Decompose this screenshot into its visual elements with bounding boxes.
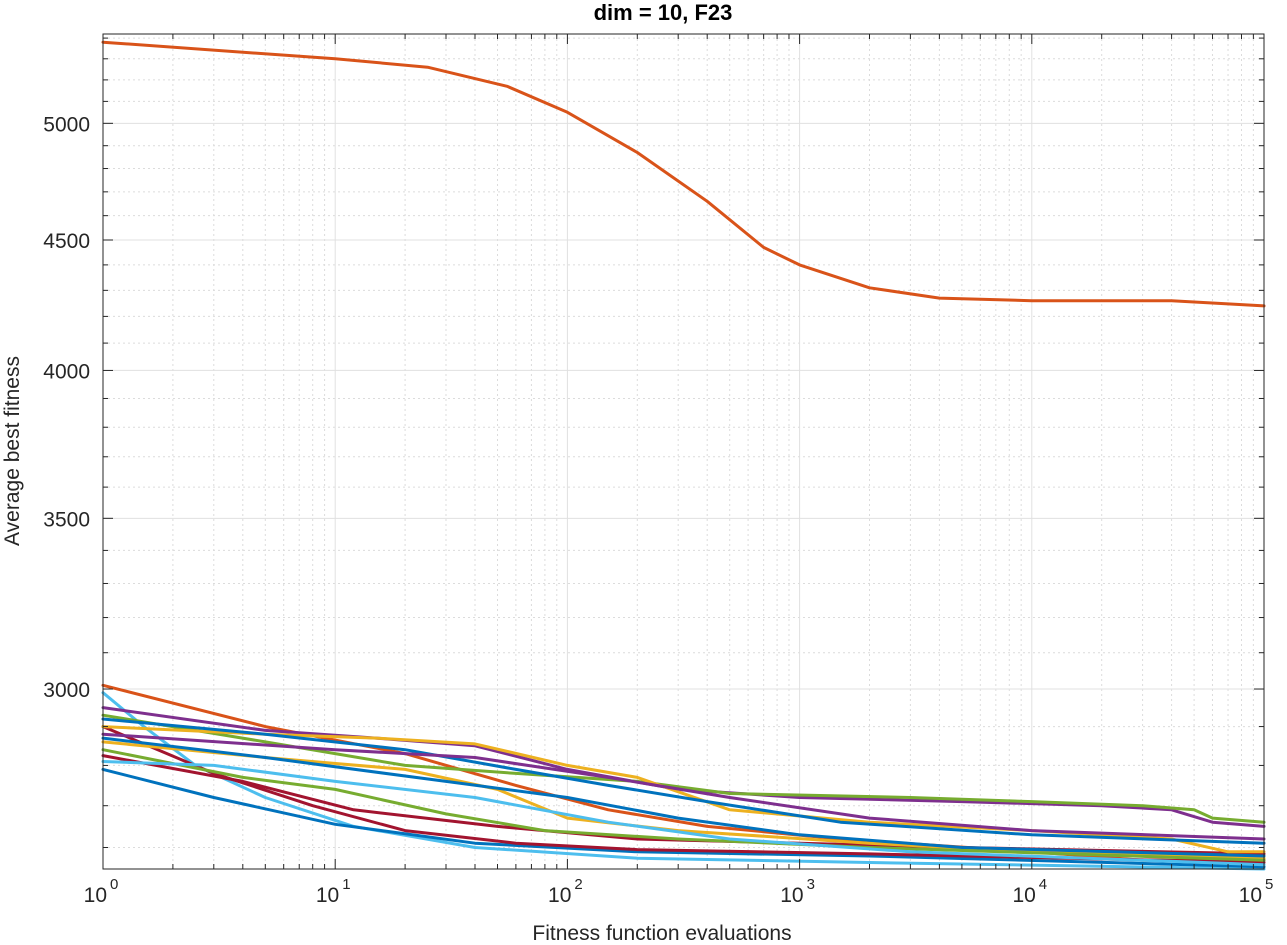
y-tick-label: 3000 <box>43 679 90 702</box>
x-tick-labels: 10 0 10 1 10 2 10 3 10 4 10 5 <box>84 876 1274 907</box>
plot-area-frame <box>102 33 1265 870</box>
chart-title: dim = 10, F23 <box>594 0 733 25</box>
x-tick-label: 10 3 <box>780 876 815 907</box>
series-line-14 <box>101 760 1266 867</box>
series-line-11 <box>101 717 1266 845</box>
x-axis-label: Fitness function evaluations <box>532 922 791 945</box>
x-tick-exponent: 3 <box>807 876 815 893</box>
y-tick-label: 3500 <box>43 508 90 531</box>
x-tick-exponent: 2 <box>574 876 582 893</box>
x-tick-exponent: 0 <box>110 876 118 893</box>
x-tick-label: 10 5 <box>1239 876 1274 907</box>
series-line-12 <box>101 736 1266 858</box>
x-tick-exponent: 4 <box>1039 876 1047 893</box>
x-tick-base: 10 <box>84 884 107 907</box>
series-lines <box>101 40 1266 871</box>
x-tick-base: 10 <box>780 884 803 907</box>
tick-marks <box>102 34 1265 869</box>
y-tick-labels: 3000 3500 4000 4500 5000 <box>43 113 90 702</box>
x-tick-base: 10 <box>316 884 339 907</box>
x-tick-label: 10 1 <box>316 876 351 907</box>
x-tick-exponent: 5 <box>1265 876 1273 893</box>
x-tick-base: 10 <box>1239 884 1262 907</box>
series-line-15 <box>101 732 1266 841</box>
series-line-8 <box>101 713 1266 824</box>
x-tick-label: 10 2 <box>548 876 583 907</box>
grid <box>102 34 1265 869</box>
y-axis-label: Average best fitness <box>1 356 24 546</box>
y-tick-label: 5000 <box>43 113 90 136</box>
series-line-7 <box>101 706 1266 828</box>
x-tick-base: 10 <box>1012 884 1035 907</box>
x-tick-label: 10 0 <box>84 876 119 907</box>
x-tick-label: 10 4 <box>1012 876 1047 907</box>
x-tick-exponent: 1 <box>342 876 350 893</box>
series-line-4 <box>101 767 1266 869</box>
series-line-1 <box>101 40 1266 308</box>
y-tick-label: 4000 <box>43 360 90 383</box>
x-tick-base: 10 <box>548 884 571 907</box>
y-tick-label: 4500 <box>43 230 90 253</box>
